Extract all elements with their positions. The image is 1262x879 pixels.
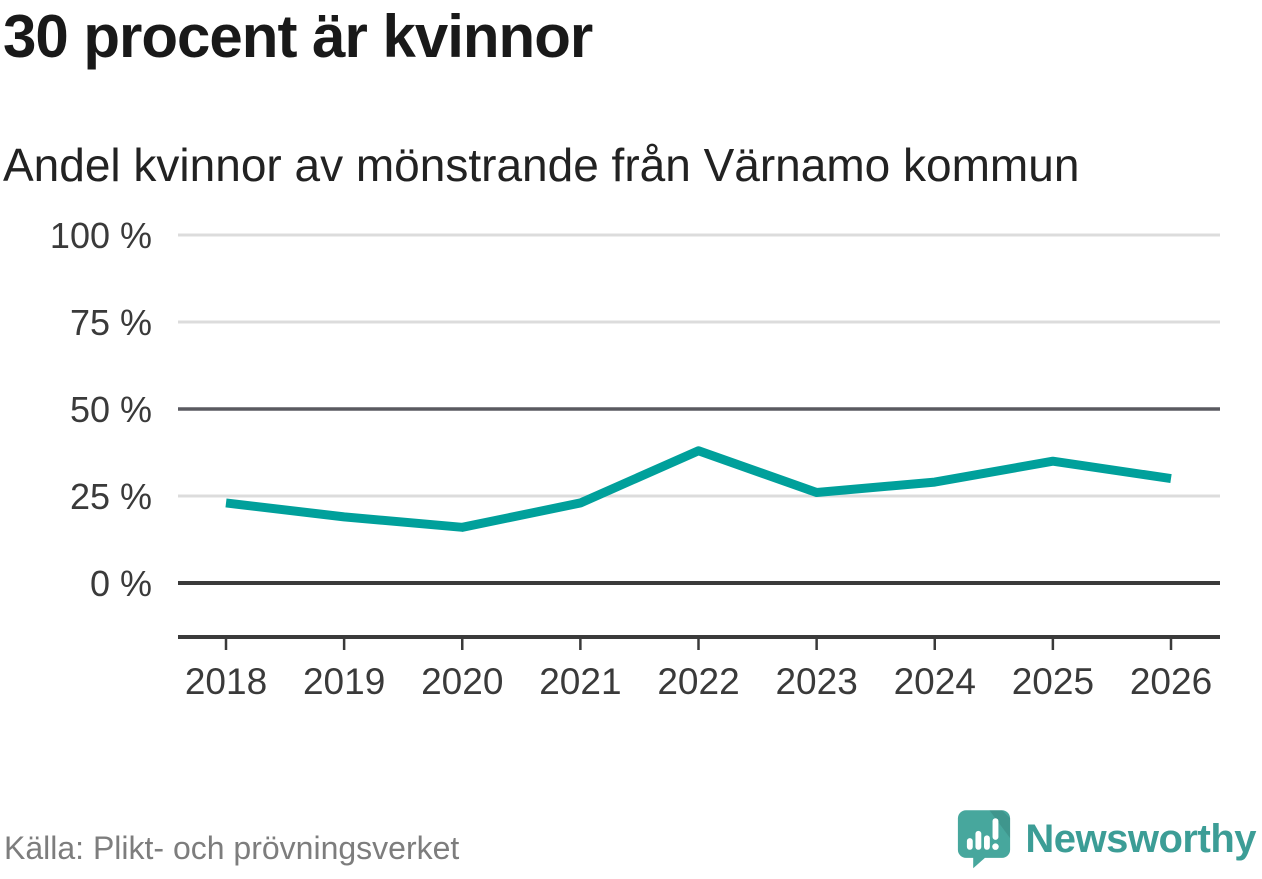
headline: 30 procent är kvinnor [3, 3, 593, 70]
x-axis-label: 2018 [185, 661, 267, 702]
x-axis-label: 2020 [421, 661, 503, 702]
y-axis-label: 25 % [70, 476, 152, 517]
y-axis-label: 100 % [50, 215, 152, 256]
exclamation-dot [992, 843, 1000, 850]
x-axis-label: 2026 [1130, 661, 1212, 702]
x-axis-label: 2019 [303, 661, 385, 702]
y-axis-label: 0 % [90, 563, 152, 604]
x-axis-label: 2024 [894, 661, 976, 702]
bar-3 [984, 835, 991, 850]
newsworthy-logo: Newsworthy [957, 809, 1256, 869]
data-line [225, 446, 1172, 532]
subtitle: Andel kvinnor av mönstrande från Värnamo… [3, 139, 1080, 191]
x-axis-label: 2022 [657, 661, 739, 702]
source-note: Källa: Plikt- och prövningsverket [4, 830, 460, 866]
bar-1 [967, 838, 974, 850]
x-axis-label: 2023 [775, 661, 857, 702]
bar-2 [975, 830, 982, 850]
x-axis-label: 2025 [1012, 661, 1094, 702]
newsworthy-icon [958, 810, 1011, 869]
x-axis-label: 2021 [539, 661, 621, 702]
y-axis-label: 50 % [70, 389, 152, 430]
y-axis-label: 75 % [70, 302, 152, 343]
brand-name: Newsworthy [1025, 816, 1256, 861]
exclamation-bar [992, 818, 999, 840]
